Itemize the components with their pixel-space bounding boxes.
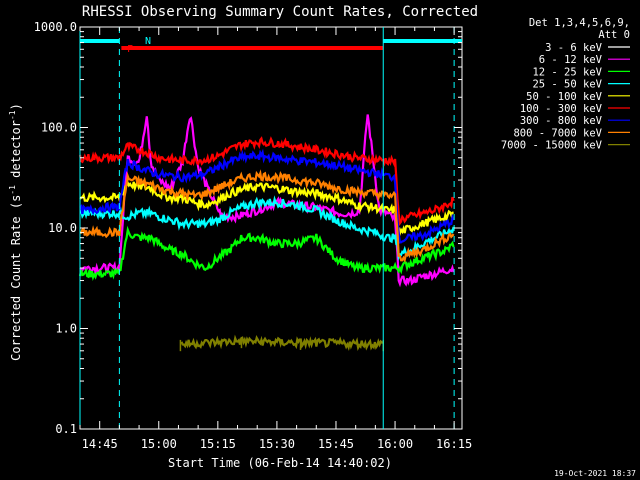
legend-label-1: 6 - 12 keV bbox=[539, 54, 603, 66]
night-flag: N bbox=[145, 36, 151, 47]
x-tick-label: 15:30 bbox=[259, 437, 295, 451]
legend-label-6: 300 - 800 keV bbox=[520, 115, 603, 127]
legend-label-7: 800 - 7000 keV bbox=[513, 127, 602, 139]
y-tick-label: 1000.0 bbox=[34, 20, 77, 34]
series-line-5 bbox=[78, 136, 455, 227]
series-line-6 bbox=[79, 148, 455, 244]
flare-flag: F bbox=[127, 44, 133, 55]
night-bars bbox=[80, 39, 462, 50]
legend-label-2: 12 - 25 keV bbox=[532, 66, 602, 78]
series-line-3 bbox=[80, 195, 455, 262]
y-tick-label: 1.0 bbox=[55, 322, 77, 336]
series-line-7 bbox=[79, 169, 455, 263]
legend-label-4: 50 - 100 keV bbox=[526, 91, 603, 103]
legend-header-line-2: Att 0 bbox=[598, 29, 630, 41]
legend-label-8: 7000 - 15000 keV bbox=[501, 140, 603, 152]
legend-header-line-1: Det 1,3,4,5,6,9, bbox=[529, 17, 630, 29]
y-axis-label: Corrected Count Rate (s-1 detector-1) bbox=[8, 103, 23, 361]
series-line-8 bbox=[180, 334, 384, 352]
chart-title: RHESSI Observing Summary Count Rates, Co… bbox=[82, 4, 478, 20]
y-tick-label: 0.1 bbox=[55, 422, 77, 436]
x-tick-label: 16:00 bbox=[377, 437, 413, 451]
y-tick-label: 10.0 bbox=[48, 221, 77, 235]
y-axis: 0.1 1.0 10.0 100.0 1000.0 bbox=[34, 20, 462, 436]
x-axis: 14:45 15:00 15:15 15:30 15:45 16:00 16:15 bbox=[79, 27, 472, 451]
y-tick-label: 100.0 bbox=[41, 121, 77, 135]
timestamp: 19-Oct-2021 18:37 bbox=[554, 469, 636, 478]
x-tick-label: 15:45 bbox=[318, 437, 354, 451]
x-tick-label: 16:15 bbox=[436, 437, 472, 451]
x-tick-label: 15:15 bbox=[200, 437, 236, 451]
series-layer bbox=[78, 114, 455, 352]
series-line-4 bbox=[79, 178, 454, 238]
series-line-1 bbox=[79, 114, 455, 288]
legend-label-0: 3 - 6 keV bbox=[545, 42, 603, 54]
x-tick-label: 15:00 bbox=[141, 437, 177, 451]
legend-label-5: 100 - 300 keV bbox=[520, 103, 603, 115]
series-line-2 bbox=[78, 225, 455, 282]
x-tick-label: 14:45 bbox=[82, 437, 118, 451]
x-axis-label: Start Time (06-Feb-14 14:40:02) bbox=[168, 456, 392, 470]
legend-label-3: 25 - 50 keV bbox=[532, 79, 602, 91]
